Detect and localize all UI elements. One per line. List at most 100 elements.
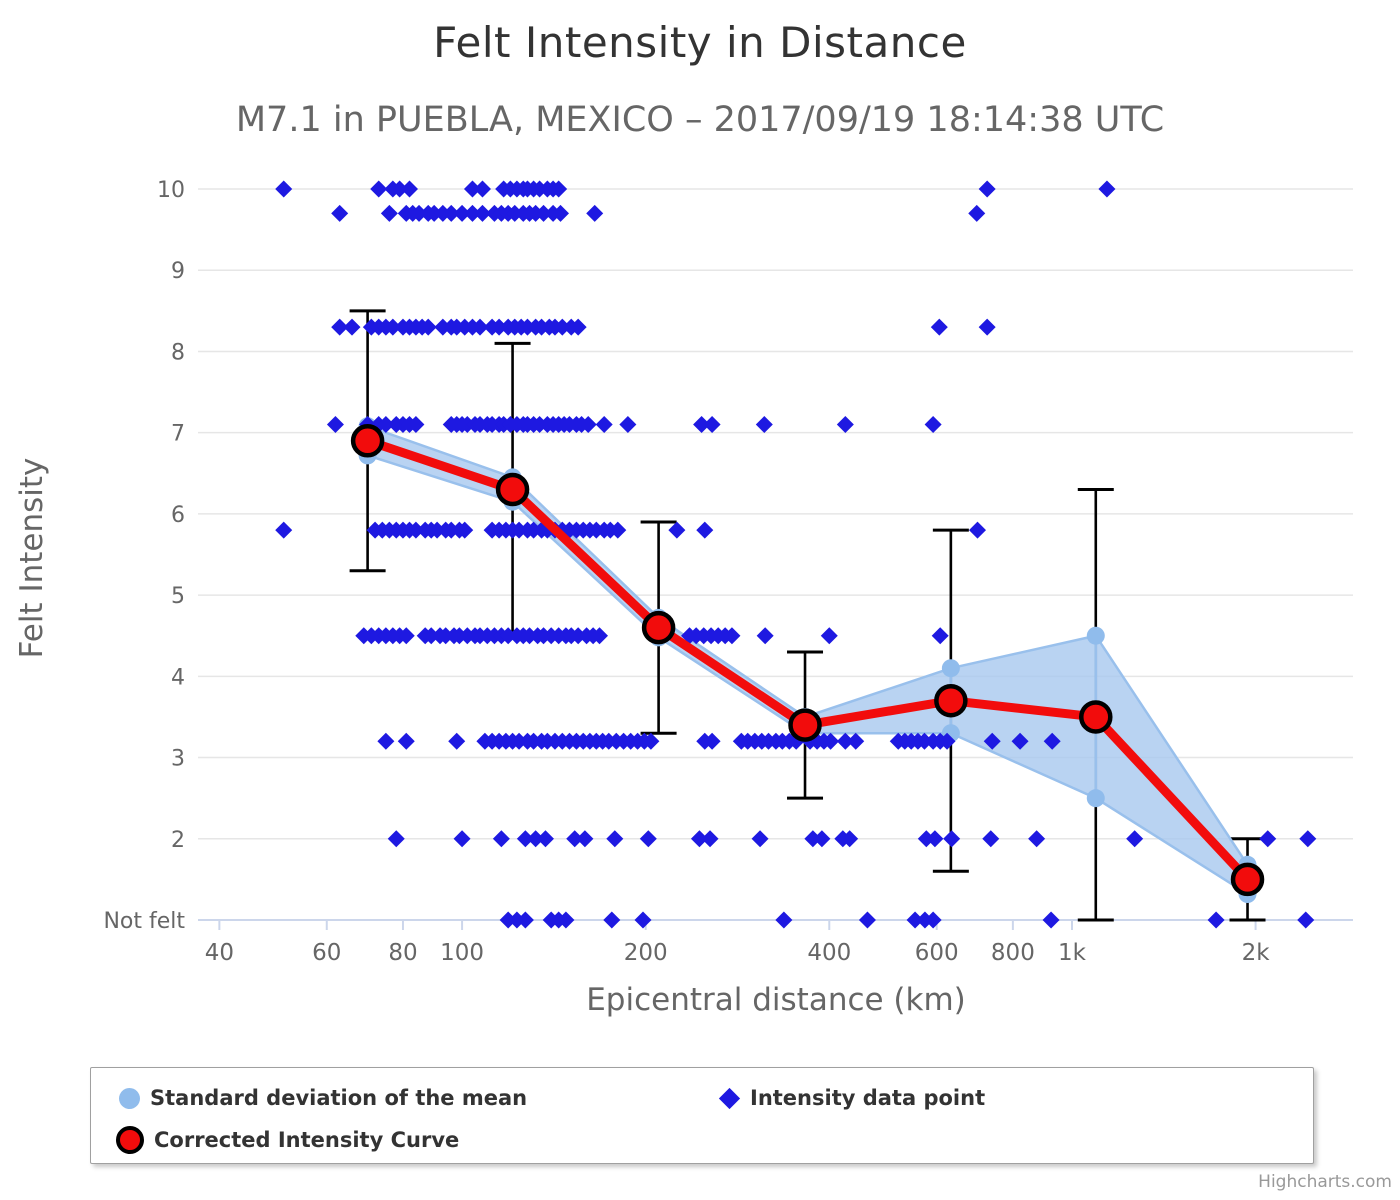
- curve-point[interactable]: [350, 424, 385, 458]
- scatter-point[interactable]: [499, 911, 517, 929]
- scatter-point[interactable]: [906, 911, 924, 929]
- scatter-point[interactable]: [380, 204, 398, 222]
- scatter-point[interactable]: [968, 204, 986, 222]
- scatter-point[interactable]: [566, 830, 584, 848]
- scatter-point[interactable]: [557, 911, 575, 929]
- scatter-point[interactable]: [924, 416, 942, 434]
- scatter-point[interactable]: [1098, 180, 1116, 198]
- curve-point[interactable]: [641, 610, 676, 645]
- legend-item-data-point[interactable]: Intensity data point: [718, 1086, 985, 1110]
- scatter-point[interactable]: [775, 911, 793, 929]
- scatter-point[interactable]: [943, 830, 961, 848]
- std-band-point-low[interactable]: [1086, 789, 1105, 808]
- scatter-point[interactable]: [1011, 732, 1029, 750]
- scatter-point[interactable]: [590, 627, 608, 645]
- scatter-point[interactable]: [370, 180, 388, 198]
- scatter-point[interactable]: [926, 830, 944, 848]
- scatter-point[interactable]: [377, 732, 395, 750]
- scatter-point[interactable]: [551, 204, 569, 222]
- scatter-point[interactable]: [820, 627, 838, 645]
- scatter-point[interactable]: [756, 627, 774, 645]
- scatter-point[interactable]: [419, 318, 437, 336]
- scatter-point[interactable]: [463, 180, 481, 198]
- scatter-point[interactable]: [536, 830, 554, 848]
- scatter-point[interactable]: [813, 830, 831, 848]
- scatter-point[interactable]: [535, 204, 553, 222]
- scatter-point[interactable]: [456, 521, 474, 539]
- scatter-point[interactable]: [442, 204, 460, 222]
- scatter-point[interactable]: [275, 180, 293, 198]
- scatter-point[interactable]: [642, 732, 660, 750]
- scatter-point[interactable]: [1299, 830, 1317, 848]
- highcharts-credit[interactable]: Highcharts.com: [1258, 1172, 1392, 1192]
- scatter-point[interactable]: [490, 318, 508, 336]
- scatter-point[interactable]: [1043, 732, 1061, 750]
- std-band-point-high[interactable]: [941, 659, 960, 678]
- scatter-point[interactable]: [639, 830, 657, 848]
- scatter-point[interactable]: [634, 911, 652, 929]
- scatter-point[interactable]: [836, 416, 854, 434]
- scatter-point[interactable]: [407, 521, 425, 539]
- scatter-point[interactable]: [915, 732, 933, 750]
- scatter-point[interactable]: [425, 204, 443, 222]
- curve-point[interactable]: [934, 683, 968, 718]
- scatter-point[interactable]: [1042, 911, 1060, 929]
- scatter-point[interactable]: [453, 830, 471, 848]
- scatter-point[interactable]: [983, 732, 1001, 750]
- scatter-point[interactable]: [703, 732, 721, 750]
- scatter-point[interactable]: [576, 830, 594, 848]
- scatter-point[interactable]: [550, 180, 568, 198]
- scatter-point[interactable]: [397, 732, 415, 750]
- legend-item-std-dev[interactable]: Standard deviation of the mean: [119, 1086, 527, 1110]
- scatter-point[interactable]: [410, 204, 428, 222]
- scatter-point[interactable]: [422, 627, 440, 645]
- scatter-point[interactable]: [1259, 830, 1277, 848]
- scatter-point[interactable]: [703, 416, 721, 434]
- scatter-point[interactable]: [982, 830, 1000, 848]
- scatter-point[interactable]: [492, 830, 510, 848]
- scatter-point[interactable]: [595, 416, 613, 434]
- scatter-point[interactable]: [463, 204, 481, 222]
- scatter-point[interactable]: [579, 416, 597, 434]
- scatter-point[interactable]: [553, 318, 571, 336]
- scatter-point[interactable]: [969, 521, 987, 539]
- scatter-point[interactable]: [701, 830, 719, 848]
- scatter-point[interactable]: [331, 318, 349, 336]
- scatter-point[interactable]: [931, 627, 949, 645]
- scatter-point[interactable]: [1126, 830, 1144, 848]
- scatter-point[interactable]: [453, 204, 471, 222]
- scatter-point[interactable]: [275, 521, 293, 539]
- scatter-point[interactable]: [755, 416, 773, 434]
- scatter-point[interactable]: [407, 416, 425, 434]
- scatter-point[interactable]: [586, 204, 604, 222]
- scatter-point[interactable]: [938, 732, 956, 750]
- scatter-point[interactable]: [377, 416, 395, 434]
- scatter-point[interactable]: [723, 627, 741, 645]
- scatter-point[interactable]: [836, 732, 854, 750]
- scatter-point[interactable]: [668, 521, 686, 539]
- scatter-point[interactable]: [1297, 911, 1315, 929]
- scatter-point[interactable]: [384, 318, 402, 336]
- scatter-point[interactable]: [1207, 911, 1225, 929]
- scatter-point[interactable]: [606, 830, 624, 848]
- scatter-point[interactable]: [331, 204, 349, 222]
- scatter-point[interactable]: [619, 416, 637, 434]
- scatter-point[interactable]: [858, 911, 876, 929]
- scatter-point[interactable]: [751, 830, 769, 848]
- legend-item-curve[interactable]: Corrected Intensity Curve: [116, 1126, 459, 1154]
- std-band-point-high[interactable]: [1086, 626, 1105, 645]
- scatter-point[interactable]: [326, 416, 344, 434]
- scatter-point[interactable]: [473, 204, 491, 222]
- scatter-point[interactable]: [516, 911, 534, 929]
- scatter-point[interactable]: [804, 830, 822, 848]
- scatter-point[interactable]: [473, 180, 491, 198]
- curve-point[interactable]: [788, 708, 822, 742]
- scatter-point[interactable]: [387, 830, 405, 848]
- scatter-point[interactable]: [569, 318, 587, 336]
- scatter-point[interactable]: [471, 318, 489, 336]
- scatter-point[interactable]: [924, 911, 942, 929]
- scatter-point[interactable]: [428, 521, 446, 539]
- scatter-point[interactable]: [391, 180, 409, 198]
- scatter-point[interactable]: [693, 416, 711, 434]
- scatter-point[interactable]: [847, 732, 865, 750]
